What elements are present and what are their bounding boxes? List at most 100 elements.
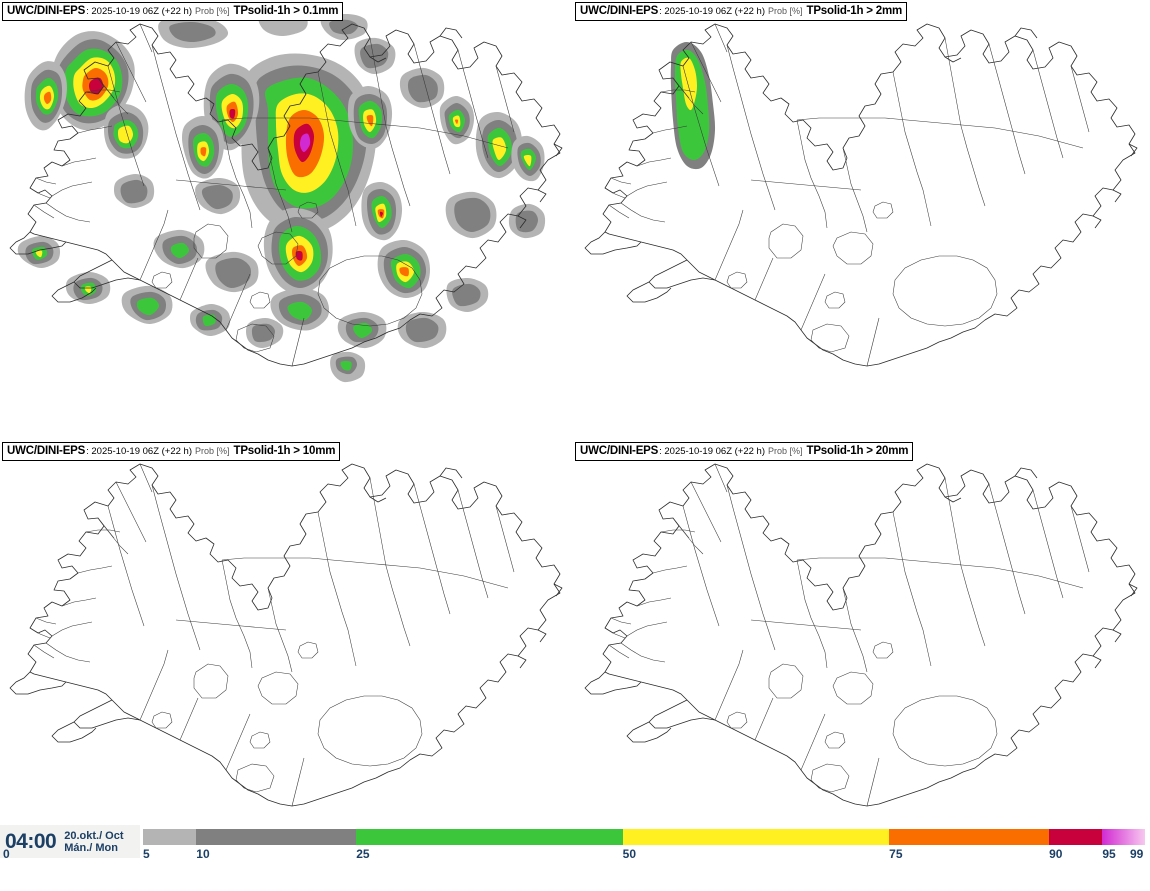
interior-boundary-path <box>620 642 666 663</box>
interior-boundary-path <box>107 65 145 187</box>
colorbar-band-magenta <box>1102 829 1145 845</box>
interior-boundary-path <box>139 463 153 493</box>
interior-boundary-path <box>750 619 862 631</box>
coastline-path <box>1092 215 1102 229</box>
interior-boundary-path <box>495 505 515 573</box>
interior-boundary-path <box>714 463 728 493</box>
valid-date-block: 20.okt./ Oct Mán./ Mon <box>64 830 123 854</box>
interior-boundary-path <box>610 617 632 625</box>
prob-contour-50 <box>35 250 43 258</box>
interior-boundary-path <box>175 619 287 631</box>
interior-boundary-path <box>682 65 720 187</box>
prob-contour-25 <box>202 314 216 327</box>
forecast-panel-1[interactable]: UWC/DINI-EPS : 2025-10-19 06Z (+22 h) Pr… <box>575 0 1150 440</box>
prob-contour-75 <box>454 119 459 124</box>
coastline-path <box>9 231 67 255</box>
interior-boundary-path <box>604 627 626 639</box>
panel-field-threshold: TPsolid-1h > 2mm <box>806 4 903 17</box>
interior-boundary-path <box>1070 65 1090 133</box>
interior-boundary-path <box>151 711 173 729</box>
interior-boundary-path <box>754 697 774 741</box>
interior-boundary-path <box>221 119 253 229</box>
coastline-path <box>51 721 97 743</box>
coastline-path <box>73 259 141 289</box>
prob-contour-75 <box>43 91 52 105</box>
interior-boundary-path <box>678 85 704 115</box>
prob-contour-25 <box>170 242 190 259</box>
interior-boundary-path <box>221 559 253 669</box>
coastline-path <box>27 23 561 367</box>
coastline-path <box>1112 189 1122 203</box>
interior-boundary-path <box>257 671 299 705</box>
interior-boundary-path <box>1032 49 1064 159</box>
interior-boundary-path <box>115 481 147 543</box>
interior-boundary-path <box>221 557 509 589</box>
colorbar-tick-5: 5 <box>143 847 150 861</box>
prob-contour-10 <box>251 323 276 343</box>
interior-boundary-path <box>866 317 880 367</box>
interior-boundary-path <box>824 291 846 309</box>
interior-boundary-path <box>652 565 688 574</box>
prob-contour-50 <box>118 125 134 144</box>
interior-boundary-path <box>179 697 199 741</box>
interior-boundary-path <box>139 209 169 281</box>
interior-boundary-path <box>944 37 986 207</box>
valid-time-clock: 04:00 <box>5 829 57 853</box>
coastline-path <box>648 259 716 289</box>
prob-contour-90 <box>295 251 303 261</box>
interior-boundary-path <box>249 731 271 749</box>
map-canvas-0 <box>9 11 563 383</box>
coastline-layer <box>584 23 1138 367</box>
coastline-path <box>602 463 1136 807</box>
forecast-panel-0[interactable]: UWC/DINI-EPS : 2025-10-19 06Z (+22 h) Pr… <box>0 0 575 440</box>
forecast-panel-3[interactable]: UWC/DINI-EPS : 2025-10-19 06Z (+22 h) Pr… <box>575 440 1150 880</box>
coastline-path <box>602 23 1136 367</box>
panel-prob-unit: Prob [%] <box>768 445 803 456</box>
interior-boundary-path <box>151 271 173 289</box>
panel-field-threshold: TPsolid-1h > 20mm <box>806 444 909 457</box>
coastline-path <box>439 27 463 39</box>
panel-model-name: UWC/DINI-EPS <box>580 444 659 457</box>
interior-boundary-path <box>267 587 293 673</box>
interior-boundary-path <box>317 695 423 767</box>
panel-title-1: UWC/DINI-EPS : 2025-10-19 06Z (+22 h) Pr… <box>575 2 908 21</box>
interior-boundary-path <box>678 525 704 555</box>
coastline-path <box>553 583 563 597</box>
colorbar-tick-75: 75 <box>889 847 903 861</box>
interior-boundary-path <box>726 44 776 211</box>
panel-title-3: UWC/DINI-EPS : 2025-10-19 06Z (+22 h) Pr… <box>575 442 914 461</box>
interior-boundary-path <box>796 119 828 229</box>
interior-boundary-path <box>626 621 668 637</box>
interior-boundary-path <box>636 597 672 607</box>
interior-boundary-path <box>235 323 275 353</box>
map-canvas-2 <box>9 463 563 807</box>
interior-boundary-path <box>35 617 57 625</box>
prob-contour-25 <box>287 301 313 321</box>
interior-boundary-path <box>610 177 632 185</box>
interior-boundary-path <box>369 477 411 647</box>
interior-boundary-path <box>267 147 293 233</box>
interior-boundary-path <box>690 481 722 543</box>
forecast-panel-2[interactable]: UWC/DINI-EPS : 2025-10-19 06Z (+22 h) Pr… <box>0 440 575 880</box>
interior-boundary-path <box>660 529 696 533</box>
interior-boundary-path <box>842 587 868 673</box>
coastline-path <box>584 671 642 695</box>
interior-boundary-path <box>297 201 319 219</box>
interior-boundary-path <box>714 23 728 53</box>
interior-boundary-path <box>317 511 357 667</box>
interior-boundary-path <box>608 644 630 659</box>
panel-model-name: UWC/DINI-EPS <box>580 4 659 17</box>
coastline-path <box>1128 143 1138 157</box>
colorbar-tick-50: 50 <box>622 847 637 861</box>
interior-boundary-path <box>944 477 986 647</box>
coastline-path <box>944 56 962 63</box>
interior-boundary-path <box>51 181 93 197</box>
coastline-path <box>439 467 463 479</box>
colorbar-band-dark-grey <box>196 829 357 845</box>
probability-colorbar[interactable] <box>143 829 1145 845</box>
prob-contour-10 <box>452 283 481 307</box>
interior-boundary-path <box>151 44 201 211</box>
panel-run-time: : 2025-10-19 06Z (+22 h) <box>86 5 192 17</box>
interior-boundary-path <box>892 71 932 227</box>
coastline-path <box>626 281 672 303</box>
